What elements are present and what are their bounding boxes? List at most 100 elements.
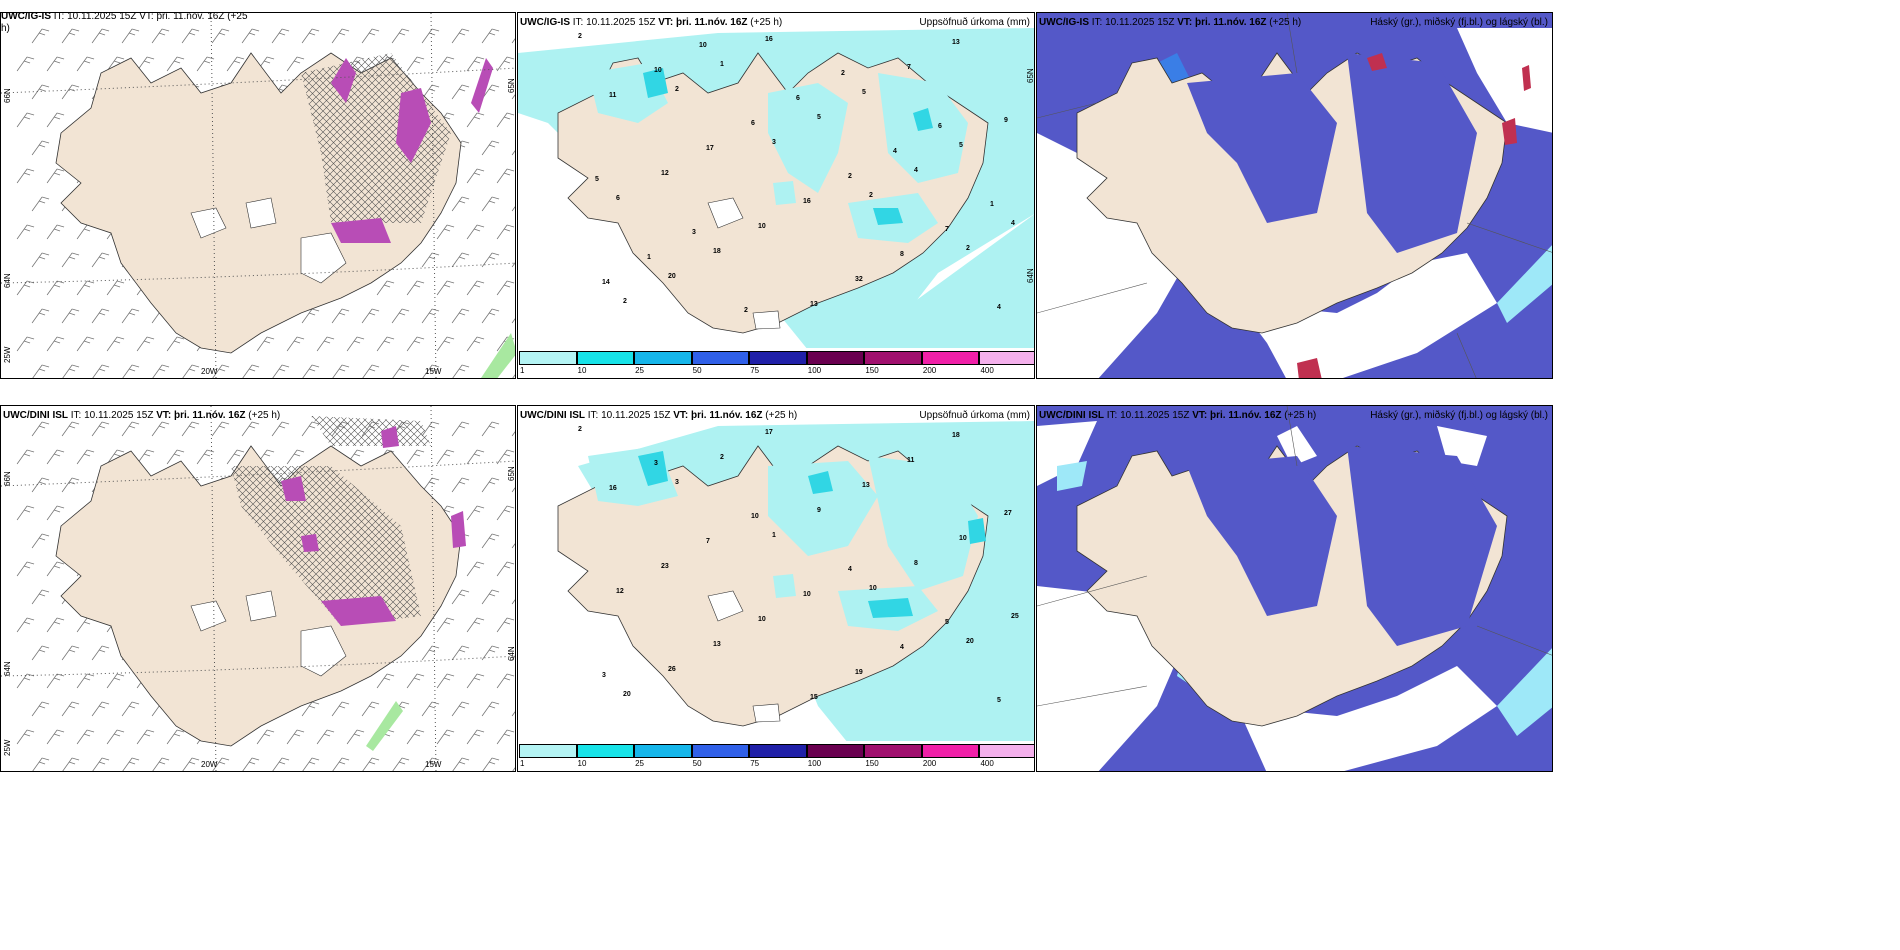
wind-barb <box>196 56 215 72</box>
wind-barb <box>421 645 440 661</box>
wind-barb <box>61 701 80 717</box>
wind-barb <box>496 280 515 296</box>
wind-barb <box>466 224 485 240</box>
wind-barb <box>16 56 35 72</box>
wind-barb <box>212 364 230 378</box>
wind-barb <box>511 262 515 268</box>
wind-barb <box>332 364 350 378</box>
colorbar-tick: 50 <box>692 366 702 375</box>
wind-barb <box>301 28 320 44</box>
panel-title: UWC/DINI ISL IT: 10.11.2025 15Z VT: þri.… <box>3 410 280 422</box>
lat-label: 64N <box>1026 268 1035 283</box>
map-panel-cloud-ig: UWC/IG-IS IT: 10.11.2025 15Z VT: þri. 11… <box>1036 12 1553 379</box>
wind-barb <box>511 543 515 549</box>
colorbar-swatch <box>691 351 750 365</box>
wind-barb <box>62 364 80 378</box>
wind-barb <box>436 617 455 633</box>
wind-barb <box>452 757 470 771</box>
precip-value: 2 <box>869 192 873 199</box>
colorbar-swatch <box>576 351 635 365</box>
wind-barb <box>406 729 425 745</box>
precip-value: 13 <box>810 301 818 308</box>
precip-value: 5 <box>595 176 599 183</box>
colorbar-tick: 1 <box>520 759 525 768</box>
wind-barb <box>106 280 125 296</box>
wind-barb <box>362 757 380 771</box>
wind-barb <box>182 364 200 378</box>
wind-barb <box>31 701 50 717</box>
precip-value: 12 <box>616 588 624 595</box>
panel-title: UWC/IG-IS IT: 10.11.2025 15Z VT: þri. 11… <box>1039 17 1301 29</box>
precip-value: 10 <box>654 67 662 74</box>
colorbar-tick: 100 <box>807 759 822 768</box>
precip-colorbar: 1 10 25 50 75 100 150 200 400 <box>518 348 1034 378</box>
wind-barb <box>61 477 80 493</box>
wind-barb <box>466 449 485 465</box>
wind-barb <box>76 336 95 352</box>
wind-barb <box>31 196 50 212</box>
precip-value: 1 <box>772 532 776 539</box>
wind-barb <box>91 421 110 437</box>
wind-barb <box>211 421 230 437</box>
wind-barb <box>61 28 80 44</box>
colorbar-swatch <box>634 744 692 758</box>
wind-barb <box>511 150 515 156</box>
wind-barb <box>436 729 455 745</box>
wind-map-dini <box>1 406 515 771</box>
iceland-land <box>557 52 989 334</box>
wind-barb <box>302 364 320 378</box>
wind-barb <box>481 477 500 493</box>
wind-barb <box>406 449 425 465</box>
lat-label: 64N <box>3 273 12 288</box>
precip-value: 11 <box>907 457 915 464</box>
precip-value: 7 <box>945 226 949 233</box>
wind-barb <box>46 617 65 633</box>
wind-barb <box>451 308 470 324</box>
wind-barb <box>76 280 95 296</box>
wind-barb <box>61 308 80 324</box>
run-time: IT: 10.11.2025 15Z <box>1091 17 1175 28</box>
colorbar-swatch <box>691 744 750 758</box>
panel-title: UWC/IG-IS IT: 10.11.2025 15Z VT: þri. 11… <box>1 13 248 35</box>
wind-barb <box>61 252 80 268</box>
precip-value: 4 <box>997 304 1001 311</box>
precip-value: 4 <box>1011 220 1015 227</box>
wind-barb <box>496 112 515 128</box>
wind-barb <box>31 645 50 661</box>
precip-value: 6 <box>796 95 800 102</box>
wind-barb <box>511 94 515 100</box>
precip-value: 26 <box>668 666 676 673</box>
wind-barb <box>481 252 500 268</box>
wind-barb <box>16 224 35 240</box>
wind-barb <box>392 364 410 378</box>
wind-barb <box>136 729 155 745</box>
wind-barb <box>511 431 515 437</box>
wind-barb <box>31 28 50 44</box>
precip-value: 13 <box>952 39 960 46</box>
precip-value: 11 <box>609 92 617 99</box>
precip-value: 2 <box>623 298 627 305</box>
wind-barb <box>481 589 500 605</box>
field-name: Uppsöfnuð úrkoma (mm) <box>919 410 1030 421</box>
precip-value: 2 <box>720 454 724 461</box>
colorbar-swatch <box>979 351 1034 365</box>
wind-barb <box>466 673 485 689</box>
wind-barb <box>376 280 395 296</box>
wind-barb <box>451 252 470 268</box>
colorbar-tick: 10 <box>577 366 587 375</box>
wind-barb <box>406 56 425 72</box>
precip-value: 18 <box>952 432 960 439</box>
wind-barb <box>316 729 335 745</box>
precip-value: 10 <box>758 616 766 623</box>
lat-label: 66N <box>3 88 12 103</box>
wind-barb <box>166 729 185 745</box>
wind-barb <box>16 729 35 745</box>
precip-value: 5 <box>945 619 949 626</box>
precip-value: 6 <box>938 123 942 130</box>
wind-barb <box>106 729 125 745</box>
wind-barb <box>286 449 305 465</box>
lead-time: (+25 h) <box>765 410 798 421</box>
lead-time: (+25 h) <box>1284 410 1317 421</box>
lat-label: 64N <box>3 661 12 676</box>
precip-value: 20 <box>668 273 676 280</box>
